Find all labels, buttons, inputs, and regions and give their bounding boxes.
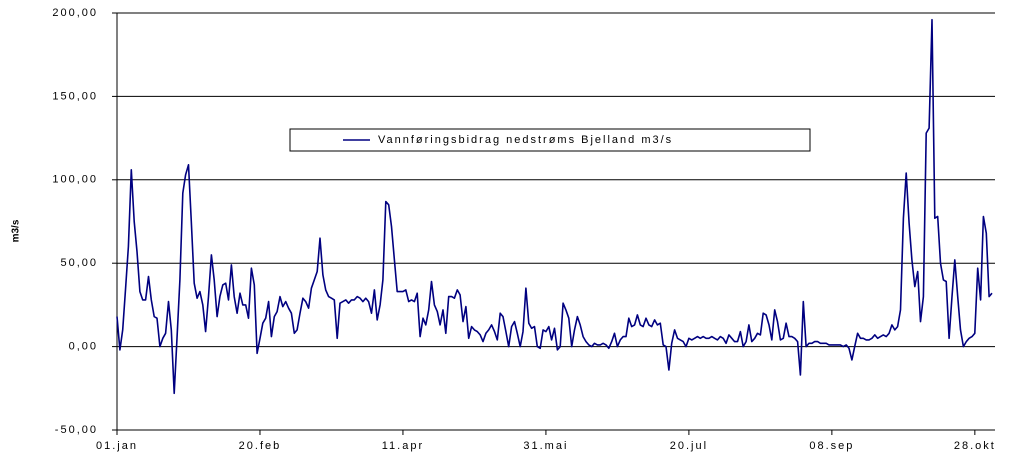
y-tick-label: 50,00 bbox=[60, 257, 98, 269]
y-axis-label: m3/s bbox=[11, 219, 22, 242]
x-tick-label: 11.apr bbox=[382, 440, 424, 452]
legend-box bbox=[289, 128, 811, 152]
x-tick-label: 20.jul bbox=[670, 440, 708, 452]
y-tick-label: -50,00 bbox=[55, 424, 98, 436]
x-tick-label: 20.feb bbox=[239, 440, 282, 452]
x-tick-label: 08.sep bbox=[809, 440, 854, 452]
x-tick-label: 01.jan bbox=[96, 440, 138, 452]
y-tick-label: 0,00 bbox=[69, 341, 98, 353]
legend-label: Vannføringsbidrag nedstrøms Bjelland m3/… bbox=[378, 134, 673, 146]
y-tick-label: 100,00 bbox=[52, 174, 98, 186]
y-tick-label: 150,00 bbox=[52, 90, 98, 102]
x-tick-label: 28.okt bbox=[954, 440, 996, 452]
data-line bbox=[116, 18, 993, 395]
x-tick-label: 31.mai bbox=[523, 440, 568, 452]
y-tick-label: 200,00 bbox=[52, 7, 98, 19]
